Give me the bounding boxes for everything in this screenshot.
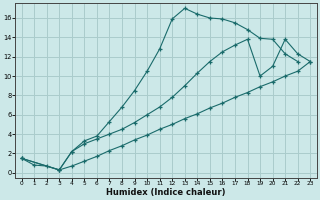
- X-axis label: Humidex (Indice chaleur): Humidex (Indice chaleur): [106, 188, 226, 197]
